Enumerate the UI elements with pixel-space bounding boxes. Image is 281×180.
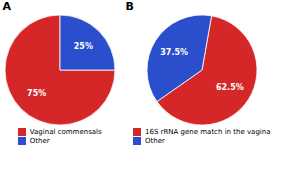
svg-text:25%: 25%	[74, 42, 93, 51]
html-text:Other: Other	[145, 137, 165, 145]
html-text:Vaginal commensals: Vaginal commensals	[29, 128, 102, 136]
svg-text:37.5%: 37.5%	[160, 48, 188, 57]
svg-text:75%: 75%	[27, 89, 46, 98]
svg-text:62.5%: 62.5%	[216, 83, 244, 92]
html-text:16S rRNA gene match in the vag: 16S rRNA gene match in the vagina	[145, 128, 271, 136]
svg-text:B: B	[126, 0, 134, 13]
html-text:Other: Other	[29, 137, 50, 145]
svg-text:A: A	[3, 0, 12, 13]
